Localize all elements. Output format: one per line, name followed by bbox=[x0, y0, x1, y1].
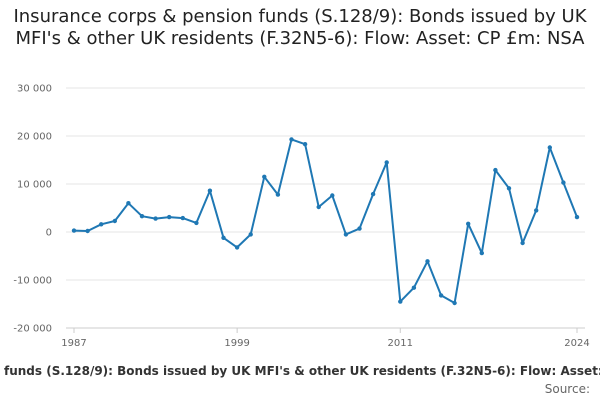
data-point[interactable] bbox=[99, 222, 104, 227]
data-point[interactable] bbox=[343, 232, 349, 237]
data-point[interactable] bbox=[139, 214, 145, 219]
data-point[interactable] bbox=[452, 300, 457, 306]
data-point[interactable] bbox=[71, 228, 77, 233]
source-label: Source: bbox=[544, 382, 590, 396]
data-point[interactable] bbox=[275, 192, 281, 197]
data-point[interactable] bbox=[479, 250, 484, 256]
series-line bbox=[73, 138, 578, 304]
data-point[interactable] bbox=[574, 214, 580, 220]
grid-layer bbox=[66, 87, 585, 329]
data-point[interactable] bbox=[357, 226, 362, 231]
y-tick-label: 10 000 bbox=[17, 180, 52, 191]
data-point[interactable] bbox=[85, 228, 90, 234]
data-point[interactable] bbox=[534, 208, 539, 213]
x-tick-label: 2024 bbox=[564, 338, 589, 349]
data-point[interactable] bbox=[438, 293, 444, 298]
y-tick-label: 30 000 bbox=[17, 84, 52, 95]
data-point[interactable] bbox=[207, 188, 213, 193]
data-point[interactable] bbox=[302, 142, 308, 147]
data-point[interactable] bbox=[153, 216, 158, 221]
data-point[interactable] bbox=[234, 245, 240, 250]
data-point[interactable] bbox=[547, 145, 552, 150]
axis-layer: 30 000 20 000 10 000 0 -10 000 -20 000 1987 199… bbox=[13, 84, 589, 350]
y-tick-label: -10 000 bbox=[13, 276, 52, 287]
data-point[interactable] bbox=[221, 235, 226, 240]
x-tick-label: 2011 bbox=[388, 338, 413, 349]
data-point[interactable] bbox=[248, 232, 253, 237]
x-tick-label: 1999 bbox=[224, 338, 249, 349]
data-point[interactable] bbox=[126, 201, 131, 206]
data-point[interactable] bbox=[180, 215, 185, 221]
data-point[interactable] bbox=[194, 220, 199, 226]
legend-label: Insurance corps & pension funds (S.128/9… bbox=[0, 364, 600, 378]
data-point[interactable] bbox=[167, 214, 172, 220]
x-tick-label: 1987 bbox=[61, 338, 86, 349]
data-point[interactable] bbox=[330, 193, 335, 198]
y-tick-label: 0 bbox=[46, 228, 52, 239]
data-point[interactable] bbox=[520, 240, 525, 246]
data-point[interactable] bbox=[466, 221, 471, 226]
data-point[interactable] bbox=[262, 174, 267, 179]
chart-title: Insurance corps & pension funds (S.128/9… bbox=[13, 6, 587, 49]
data-point[interactable] bbox=[112, 218, 118, 224]
data-point[interactable] bbox=[561, 180, 566, 185]
legend: Insurance corps & pension funds (S.128/9… bbox=[0, 364, 600, 382]
data-point[interactable] bbox=[506, 186, 512, 191]
data-point[interactable] bbox=[425, 259, 430, 264]
data-point[interactable] bbox=[316, 204, 321, 210]
y-tick-label: -20 000 bbox=[13, 324, 52, 335]
y-tick-label: 20 000 bbox=[17, 132, 52, 143]
series-layer bbox=[71, 137, 580, 306]
data-point[interactable] bbox=[384, 160, 389, 165]
data-point[interactable] bbox=[411, 285, 417, 290]
data-point[interactable] bbox=[493, 167, 498, 173]
data-point[interactable] bbox=[398, 299, 403, 304]
data-point[interactable] bbox=[289, 137, 294, 142]
data-point[interactable] bbox=[370, 191, 376, 197]
